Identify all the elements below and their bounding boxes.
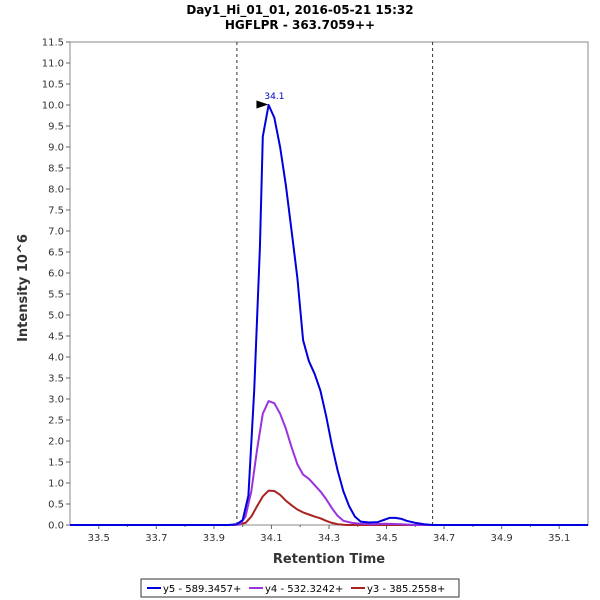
y-tick-label: 2.0 xyxy=(48,437,64,448)
y-tick-label: 3.0 xyxy=(48,395,64,406)
plot-frame xyxy=(69,41,589,526)
x-tick-label: 33.7 xyxy=(145,533,167,544)
legend-label-1: y5 - 589.3457+ xyxy=(163,584,241,595)
legend: y5 - 589.3457+ y4 - 532.3242+ y3 - 385.255… xyxy=(140,578,460,598)
y-tick-label: 1.5 xyxy=(48,458,64,469)
y-tick-label: 9.5 xyxy=(48,122,64,133)
y-tick-label: 8.5 xyxy=(48,164,64,175)
series-line-1 xyxy=(70,104,588,526)
y-tick-label: 10.5 xyxy=(42,80,64,91)
y-tick-label: 1.0 xyxy=(48,479,64,490)
y-tick-label: 7.5 xyxy=(48,206,64,217)
y-tick-label: 2.5 xyxy=(48,416,64,427)
y-tick-label: 8.0 xyxy=(48,185,64,196)
x-tick-label: 34.3 xyxy=(318,533,340,544)
y-tick-label: 5.5 xyxy=(48,290,64,301)
y-tick-label: 11.5 xyxy=(42,38,64,49)
y-tick-label: 7.0 xyxy=(48,227,64,238)
legend-label-3: y3 - 385.2558+ xyxy=(367,584,445,595)
series-line-3 xyxy=(70,489,588,526)
y-tick-label: 10.0 xyxy=(42,101,64,112)
chart-subtitle: HGFLPR - 363.7059++ xyxy=(225,18,375,32)
peak-annotation: 34.1 xyxy=(256,92,284,109)
x-axis-title: Retention Time xyxy=(273,552,385,567)
x-tick-label: 33.5 xyxy=(88,533,110,544)
x-tick-label: 34.1 xyxy=(260,533,282,544)
y-tick-label: 4.5 xyxy=(48,332,64,343)
y-tick-label: 9.0 xyxy=(48,143,64,154)
peak-boundaries xyxy=(236,42,434,525)
peak-label: 34.1 xyxy=(264,92,284,102)
y-tick-label: 6.5 xyxy=(48,248,64,259)
legend-box xyxy=(140,578,460,598)
x-tick-label: 34.5 xyxy=(375,533,397,544)
y-axis-title: Intensity 10^6 xyxy=(16,234,31,342)
x-tick-label: 34.9 xyxy=(491,533,513,544)
chart-title: Day1_Hi_01_01, 2016-05-21 15:32 xyxy=(186,3,413,18)
plot-area xyxy=(69,41,589,526)
series-line-2 xyxy=(70,400,588,526)
y-tick-label: 4.0 xyxy=(48,353,64,364)
legend-label-2: y4 - 532.3242+ xyxy=(265,584,343,595)
y-tick-label: 5.0 xyxy=(48,311,64,322)
y-tick-label: 0.0 xyxy=(48,521,64,532)
y-tick-label: 11.0 xyxy=(42,59,64,70)
x-tick-label: 33.9 xyxy=(203,533,225,544)
peak-marker-icon xyxy=(256,100,269,109)
y-axis: 0.0 0.5 1.0 1.5 2.0 2.5 3.0 3.5 4.0 4.5 5.0 5.5 6.0 6… xyxy=(42,38,70,532)
x-tick-label: 34.7 xyxy=(433,533,455,544)
y-tick-label: 6.0 xyxy=(48,269,64,280)
y-tick-label: 0.5 xyxy=(48,500,64,511)
series-group xyxy=(70,104,588,526)
x-tick-label: 35.1 xyxy=(548,533,570,544)
x-axis: 33.5 33.7 33.9 34.1 34.3 34.5 34.7 34.9 35.1 xyxy=(88,525,570,544)
y-tick-label: 3.5 xyxy=(48,374,64,385)
